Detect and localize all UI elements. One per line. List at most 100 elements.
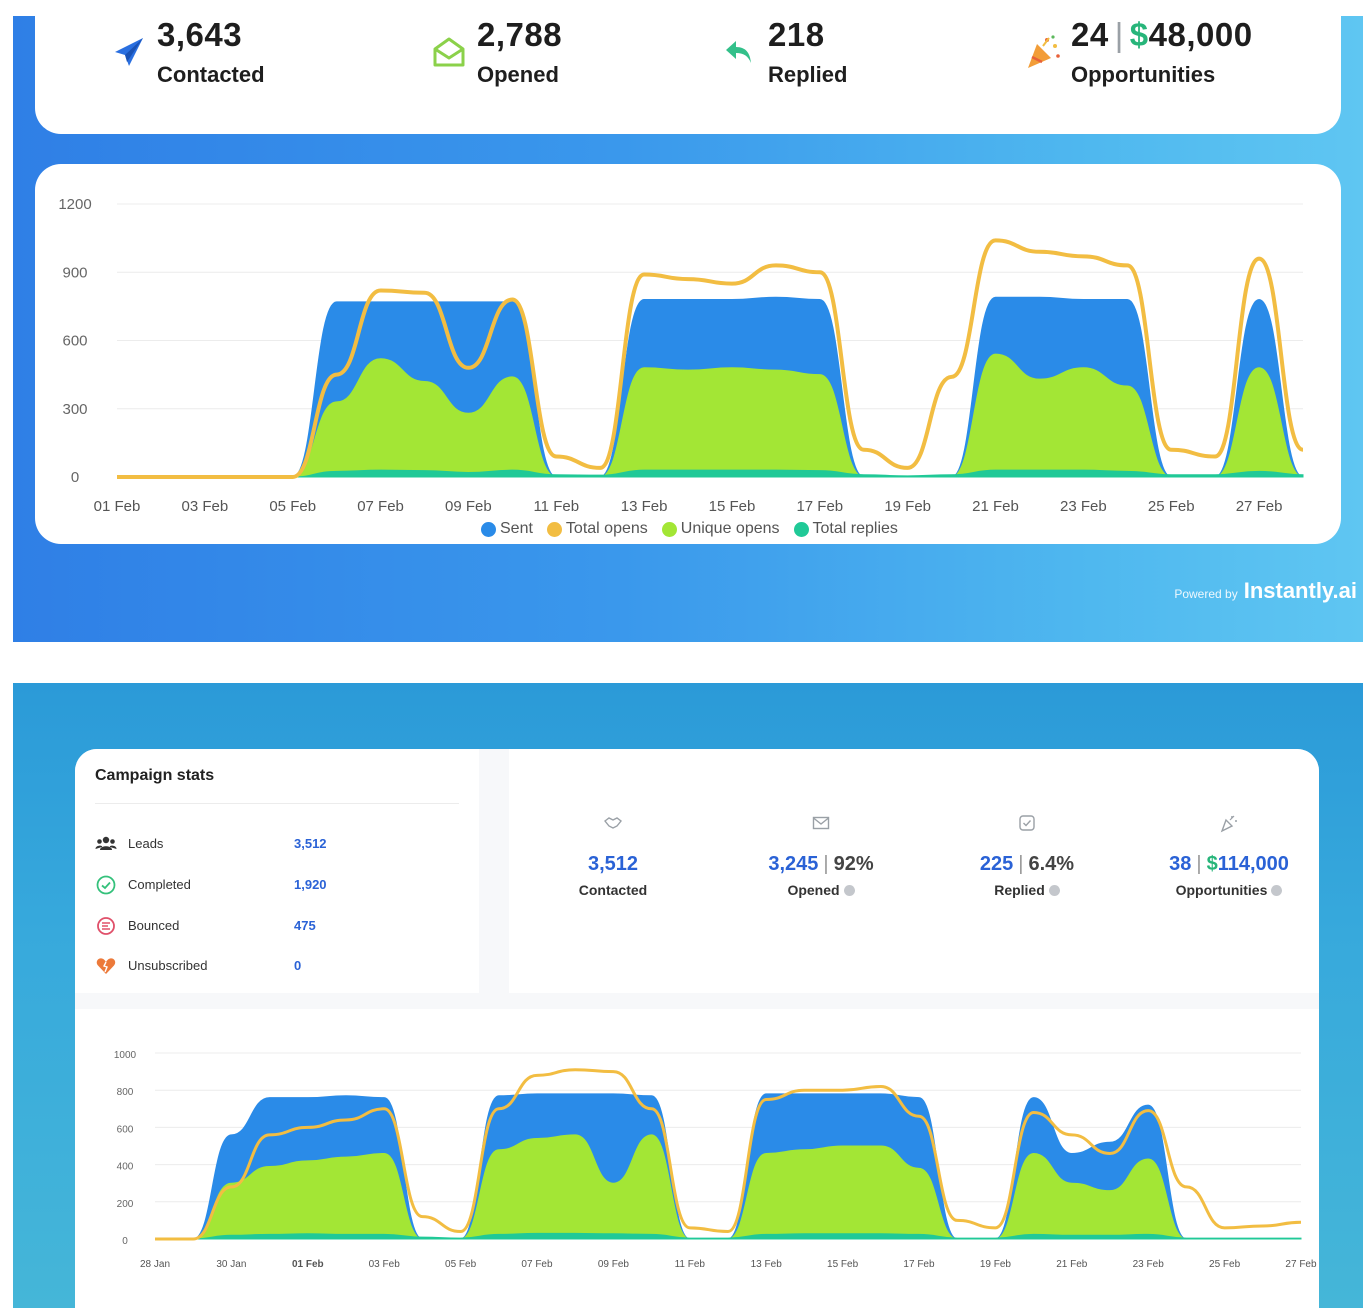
money-sign: $ [1129,16,1149,53]
x-tick-label: 25 Feb [1209,1259,1241,1270]
check-circle-icon [96,875,116,895]
summary-opportunities-label: Opportunities [1139,882,1319,898]
opportunities-money: 114,000 [1217,853,1289,875]
x-tick-label: 03 Feb [182,498,229,515]
dashboard-panel-top: 3,643 Contacted 2,788 Opened 218 Replied [13,16,1363,642]
opened-label-text: Opened [787,882,840,898]
x-tick-label: 27 Feb [1285,1259,1317,1270]
replied-label: Replied [768,62,848,87]
y-tick-label: 600 [117,1124,134,1135]
envelope-icon [812,816,830,830]
replied-label-text: Replied [994,882,1045,898]
campaign-row-unsubscribed: Unsubscribed 0 [95,955,455,977]
legend-label: Total replies [812,520,898,537]
x-tick-label: 17 Feb [903,1259,935,1270]
x-tick-label: 07 Feb [521,1259,553,1270]
y-tick-label: 1200 [58,196,91,213]
summary-replied-value: 225 | 6.4% [937,853,1117,876]
summary-opened-label: Opened [731,882,911,898]
info-icon[interactable] [1271,885,1283,896]
summary-stats-card: 3,643 Contacted 2,788 Opened 218 Replied [35,16,1341,134]
legend-item-total-replies[interactable]: Total replies [793,520,898,538]
y-tick-label: 900 [62,264,87,281]
handshake-icon [604,817,622,829]
x-tick-label: 15 Feb [827,1259,859,1270]
party-popper-icon [1220,815,1237,833]
summary-opened: 3,245 | 92% Opened [731,813,911,898]
divider [95,803,459,804]
y-tick-label: 1000 [114,1050,137,1061]
opportunities-money: 48,000 [1148,16,1253,53]
x-tick-label: 01 Feb [292,1259,324,1270]
x-tick-label: 11 Feb [675,1259,706,1270]
paper-plane-icon [115,38,143,66]
x-tick-label: 21 Feb [972,498,1019,515]
legend-item-sent[interactable]: Sent [481,520,533,538]
x-tick-label: 03 Feb [369,1259,401,1270]
broken-heart-icon [96,958,116,974]
campaign-row-leads: Leads 3,512 [95,833,455,855]
info-icon[interactable] [1048,885,1060,896]
legend-label: Total opens [565,520,648,537]
x-tick-label: 30 Jan [216,1259,246,1270]
opened-label: Opened [477,62,559,87]
campaign-chart: 0 200 400 600 800 1000 28 Jan 30 Jan 01 Feb 03 Fe… [114,1050,1317,1270]
summary-contacted-label: Contacted [578,882,648,898]
chart-legend: Sent Total opens Unique opens Total replies [481,520,912,538]
money-sign: $ [1206,853,1218,875]
summary-contacted: 3,512 Contacted [523,813,703,898]
campaign-stats-box: Campaign stats Leads 3,512 Completed 1,9… [75,749,479,993]
brand-logo[interactable]: Instantly.ai [1243,578,1357,603]
x-tick-label: 01 Feb [94,498,141,515]
series-total-opens-line[interactable] [117,238,1304,479]
legend-dot [793,521,809,537]
legend-item-unique-opens[interactable]: Unique opens [661,520,780,538]
summary-replied-label: Replied [937,882,1117,898]
x-tick-label: 28 Jan [140,1259,170,1270]
y-tick-label: 400 [117,1162,134,1173]
legend-dot [481,521,496,537]
x-tick-label: 21 Feb [1056,1259,1088,1270]
party-popper-icon [1028,35,1060,68]
x-tick-label: 25 Feb [1148,498,1195,515]
campaign-row-label: Completed [128,877,191,892]
x-tick-label: 05 Feb [269,498,316,515]
campaign-summary-box: 3,512 Contacted 3,245 | 92% Opened 225 | 6.4… [509,749,1319,993]
contacted-label: Contacted [157,62,265,87]
opportunities-label-text: Opportunities [1175,882,1268,898]
stat-separator: | [1114,16,1124,53]
campaign-row-value: 0 [294,958,302,973]
powered-by: Powered by Instantly.ai [1174,578,1357,604]
bounce-icon [97,917,115,935]
series-total-opens-line[interactable] [154,1068,1302,1241]
x-tick-label: 05 Feb [445,1259,477,1270]
replied-count: 225 [979,853,1014,875]
series-unique-opens-area[interactable] [117,353,1304,478]
series-total-replies-area[interactable] [117,469,1304,478]
y-tick-label: 600 [62,333,87,350]
legend-item-total-opens[interactable]: Total opens [546,520,648,538]
campaign-row-value: 1,920 [294,877,327,892]
legend-label: Unique opens [680,520,780,537]
x-tick-label: 15 Feb [709,498,756,515]
x-tick-label: 09 Feb [445,498,492,515]
legend-dot [546,521,562,537]
opportunities-value: 24 | $48,000 [1071,16,1253,54]
campaign-row-label: Leads [128,836,164,851]
opportunities-count: 24 [1071,16,1109,53]
campaign-row-value: 3,512 [294,836,327,851]
opportunities-count: 38 [1169,853,1192,875]
series-total-replies-area[interactable] [154,1232,1302,1240]
x-tick-label: 19 Feb [884,498,931,515]
summary-replied: 225 | 6.4% Replied [937,813,1117,898]
opened-count: 3,245 [768,853,819,875]
campaign-row-bounced: Bounced 475 [95,915,455,937]
stat-separator: | [1018,853,1024,875]
opened-percent: 92% [833,853,874,875]
campaign-chart-box: 0 200 400 600 800 1000 28 Jan 30 Jan 01 Feb 03 Fe… [75,1009,1319,1308]
stat-separator: | [823,853,829,875]
y-tick-label: 200 [117,1199,134,1210]
info-icon[interactable] [843,885,855,896]
campaign-card: Campaign stats Leads 3,512 Completed 1,9… [75,749,1319,1308]
y-tick-label: 300 [62,401,87,418]
